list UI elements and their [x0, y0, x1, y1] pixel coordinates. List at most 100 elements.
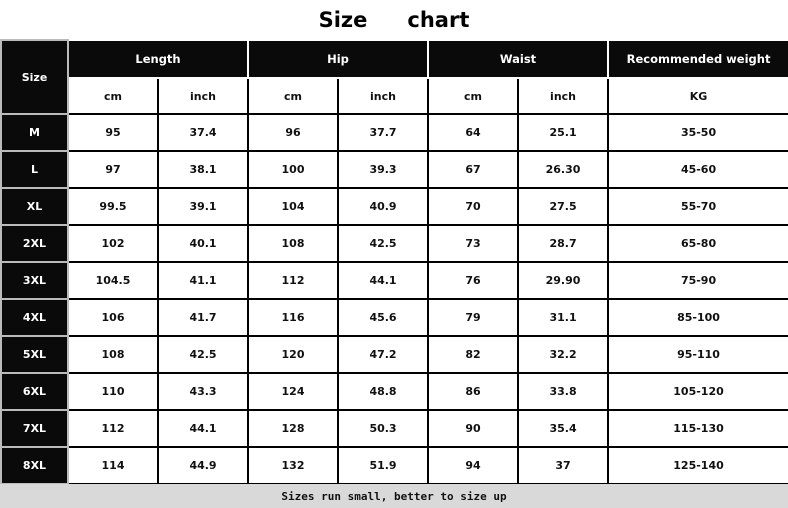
cell-waist-inch: 31.1: [517, 298, 610, 337]
cell-waist-inch: 35.4: [517, 409, 610, 448]
cell-waist-cm: 82: [427, 335, 520, 374]
cell-weight-kg: 55-70: [607, 187, 788, 226]
cell-hip-inch: 48.8: [337, 372, 430, 411]
cell-waist-inch: 27.5: [517, 187, 610, 226]
cell-waist-inch: 33.8: [517, 372, 610, 411]
table-row: 6XL 110 43.3 124 48.8 86 33.8 105-120: [0, 372, 788, 411]
cell-waist-inch: 29.90: [517, 261, 610, 300]
cell-length-inch: 40.1: [156, 224, 250, 263]
cell-length-inch: 44.9: [156, 446, 250, 485]
cell-size: 5XL: [0, 335, 69, 374]
cell-length-inch: 41.1: [156, 261, 250, 300]
unit-length-cm: cm: [67, 77, 159, 115]
cell-size: 7XL: [0, 409, 69, 448]
cell-hip-inch: 45.6: [337, 298, 430, 337]
cell-hip-cm: 132: [247, 446, 340, 485]
cell-hip-cm: 128: [247, 409, 340, 448]
cell-waist-inch: 28.7: [517, 224, 610, 263]
header-size: Size: [0, 39, 69, 115]
table-row: 2XL 102 40.1 108 42.5 73 28.7 65-80: [0, 224, 788, 263]
header-weight: Recommended weight: [607, 39, 788, 79]
cell-hip-cm: 120: [247, 335, 340, 374]
cell-hip-inch: 44.1: [337, 261, 430, 300]
cell-length-cm: 108: [67, 335, 159, 374]
cell-length-cm: 112: [67, 409, 159, 448]
cell-hip-inch: 40.9: [337, 187, 430, 226]
cell-size: 2XL: [0, 224, 69, 263]
cell-hip-cm: 124: [247, 372, 340, 411]
unit-hip-cm: cm: [247, 77, 340, 115]
header-row-groups: Size Length Hip Waist Recommended weight: [0, 39, 788, 115]
cell-length-cm: 95: [67, 113, 159, 152]
unit-waist-cm: cm: [427, 77, 520, 115]
title-word-size: Size: [318, 7, 368, 32]
cell-length-cm: 102: [67, 224, 159, 263]
cell-waist-inch: 25.1: [517, 113, 610, 152]
cell-hip-inch: 37.7: [337, 113, 430, 152]
cell-length-inch: 43.3: [156, 372, 250, 411]
cell-waist-cm: 73: [427, 224, 520, 263]
table-row: 4XL 106 41.7 116 45.6 79 31.1 85-100: [0, 298, 788, 337]
cell-size: L: [0, 150, 69, 189]
cell-waist-cm: 79: [427, 298, 520, 337]
cell-size: 8XL: [0, 446, 69, 485]
cell-weight-kg: 85-100: [607, 298, 788, 337]
cell-size: 3XL: [0, 261, 69, 300]
cell-hip-inch: 50.3: [337, 409, 430, 448]
cell-hip-inch: 51.9: [337, 446, 430, 485]
cell-waist-cm: 76: [427, 261, 520, 300]
cell-length-inch: 42.5: [156, 335, 250, 374]
cell-hip-cm: 96: [247, 113, 340, 152]
cell-size: M: [0, 113, 69, 152]
cell-length-cm: 99.5: [67, 187, 159, 226]
cell-weight-kg: 75-90: [607, 261, 788, 300]
footer-note: Sizes run small, better to size up: [0, 484, 788, 508]
table-row: 3XL 104.5 41.1 112 44.1 76 29.90 75-90: [0, 261, 788, 300]
unit-waist-inch: inch: [517, 77, 610, 115]
header-waist: Waist: [427, 39, 610, 79]
page-title: Size chart: [0, 0, 788, 39]
cell-hip-cm: 104: [247, 187, 340, 226]
cell-weight-kg: 125-140: [607, 446, 788, 485]
table-row: 8XL 114 44.9 132 51.9 94 37 125-140: [0, 446, 788, 485]
cell-waist-cm: 86: [427, 372, 520, 411]
size-chart-table: Size Length Hip Waist Recommended weight…: [0, 39, 788, 485]
title-word-chart: chart: [407, 7, 470, 32]
cell-length-cm: 106: [67, 298, 159, 337]
cell-waist-cm: 64: [427, 113, 520, 152]
cell-waist-inch: 37: [517, 446, 610, 485]
cell-length-inch: 41.7: [156, 298, 250, 337]
cell-size: 6XL: [0, 372, 69, 411]
cell-length-cm: 114: [67, 446, 159, 485]
header-hip: Hip: [247, 39, 430, 79]
cell-weight-kg: 45-60: [607, 150, 788, 189]
unit-hip-inch: inch: [337, 77, 430, 115]
table-row: 5XL 108 42.5 120 47.2 82 32.2 95-110: [0, 335, 788, 374]
cell-waist-cm: 94: [427, 446, 520, 485]
cell-hip-cm: 100: [247, 150, 340, 189]
cell-length-inch: 38.1: [156, 150, 250, 189]
cell-weight-kg: 35-50: [607, 113, 788, 152]
cell-weight-kg: 65-80: [607, 224, 788, 263]
table-row: XL 99.5 39.1 104 40.9 70 27.5 55-70: [0, 187, 788, 226]
header-row-units: cm inch cm inch cm inch KG: [1, 77, 788, 115]
cell-length-inch: 39.1: [156, 187, 250, 226]
unit-weight-kg: KG: [607, 77, 788, 115]
cell-length-cm: 104.5: [67, 261, 159, 300]
cell-waist-cm: 90: [427, 409, 520, 448]
cell-hip-cm: 108: [247, 224, 340, 263]
cell-hip-inch: 47.2: [337, 335, 430, 374]
cell-length-cm: 97: [67, 150, 159, 189]
cell-size: 4XL: [0, 298, 69, 337]
header-length: Length: [66, 39, 250, 79]
cell-length-inch: 37.4: [156, 113, 250, 152]
cell-waist-cm: 67: [427, 150, 520, 189]
cell-hip-cm: 112: [247, 261, 340, 300]
cell-waist-inch: 32.2: [517, 335, 610, 374]
cell-weight-kg: 95-110: [607, 335, 788, 374]
table-row: M 95 37.4 96 37.7 64 25.1 35-50: [0, 113, 788, 152]
cell-hip-cm: 116: [247, 298, 340, 337]
table-row: 7XL 112 44.1 128 50.3 90 35.4 115-130: [0, 409, 788, 448]
table-row: L 97 38.1 100 39.3 67 26.30 45-60: [0, 150, 788, 189]
unit-length-inch: inch: [156, 77, 250, 115]
